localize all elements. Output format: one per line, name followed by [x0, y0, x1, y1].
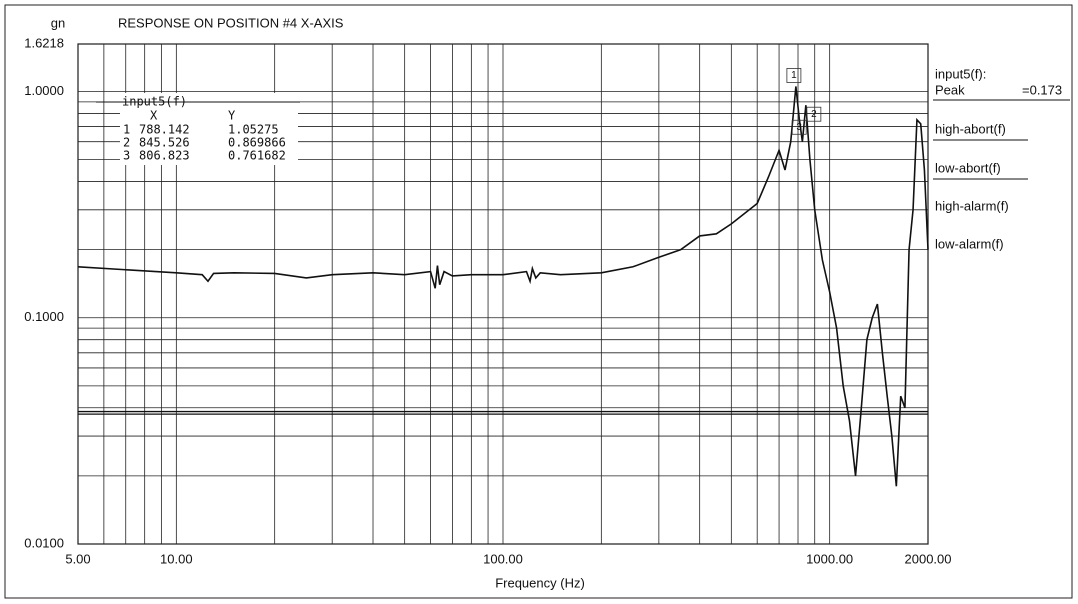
panel-item: low-alarm(f) [935, 236, 1004, 251]
table-column: X [150, 109, 158, 123]
x-tick-label: 2000.00 [905, 551, 952, 566]
panel-item: low-abort(f) [935, 160, 1001, 175]
table-cell: 1.05275 [228, 123, 279, 137]
panel-item: high-alarm(f) [935, 198, 1009, 213]
y-axis-label: gn [51, 15, 65, 30]
y-tick-label: 0.1000 [24, 309, 64, 324]
table-cell: 2 [123, 136, 130, 150]
marker-box [791, 119, 807, 135]
table-cell: 3 [123, 149, 130, 163]
table-cell: 806.823 [139, 149, 190, 163]
table-column: Y [228, 109, 236, 123]
panel-item: high-abort(f) [935, 121, 1006, 136]
marker-box [806, 106, 822, 122]
x-axis-label: Frequency (Hz) [495, 575, 585, 590]
x-tick-label: 1000.00 [806, 551, 853, 566]
table-background [120, 93, 298, 165]
panel-peak-value: =0.173 [1022, 82, 1062, 97]
marker-label: 3 [796, 122, 802, 133]
table-cell: 0.761682 [228, 149, 286, 163]
marker-label: 2 [811, 109, 817, 120]
table-cell: 0.869866 [228, 136, 286, 150]
panel-header: input5(f): [935, 66, 986, 81]
y-tick-label: 0.0100 [24, 535, 64, 550]
chart-title: RESPONSE ON POSITION #4 X-AXIS [118, 15, 344, 30]
table-cell: 845.526 [139, 136, 190, 150]
data-line [77, 86, 929, 487]
x-tick-label: 100.00 [483, 551, 523, 566]
table-cell: 788.142 [139, 123, 190, 137]
x-tick-label: 10.00 [160, 551, 193, 566]
frame [4, 4, 1073, 599]
table-title: input5(f) [122, 95, 187, 109]
panel-peak-label: Peak [935, 82, 965, 97]
y-tick-label: 1.0000 [24, 83, 64, 98]
x-tick-label: 5.00 [65, 551, 90, 566]
y-tick-label: 1.6218 [24, 35, 64, 50]
marker-label: 1 [791, 70, 797, 81]
marker-box [786, 68, 802, 83]
table-cell: 1 [123, 123, 130, 137]
